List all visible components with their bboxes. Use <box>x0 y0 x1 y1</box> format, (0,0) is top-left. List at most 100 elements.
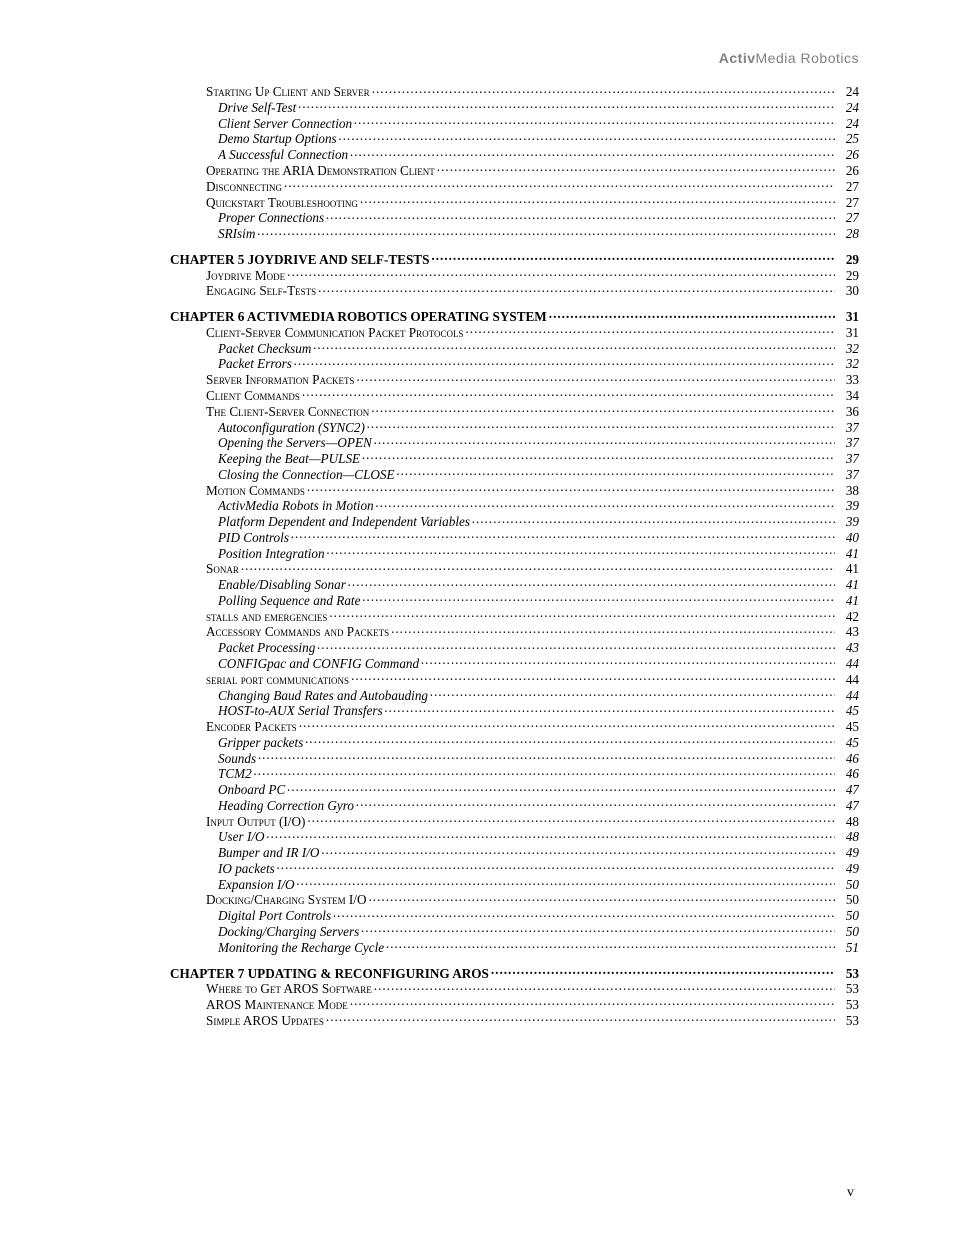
toc-page-number: 50 <box>837 892 859 908</box>
toc-label: CHAPTER 5 JOYDRIVE AND SELF-TESTS <box>170 252 429 268</box>
toc-leader-dots <box>431 251 835 264</box>
toc-page-number: 53 <box>837 1013 859 1029</box>
toc-label: Accessory Commands and Packets <box>206 624 389 640</box>
toc-page-number: 32 <box>837 356 859 372</box>
toc-row: Position Integration41 <box>218 544 859 561</box>
toc-label: Sonar <box>206 561 239 577</box>
toc-label: Digital Port Controls <box>218 908 331 924</box>
toc-leader-dots <box>465 324 835 337</box>
toc-label: Changing Baud Rates and Autobauding <box>218 688 428 704</box>
toc-row: Keeping the Beat—PULSE37 <box>218 450 859 467</box>
toc-page-number: 44 <box>837 656 859 672</box>
toc-leader-dots <box>362 450 835 463</box>
toc-leader-dots <box>376 497 835 510</box>
toc-row: Operating the ARIA Demonstration Client2… <box>206 162 859 179</box>
toc-page-number: 33 <box>837 372 859 388</box>
toc-row: Simple AROS Updates53 <box>206 1012 859 1029</box>
toc-label: Drive Self-Test <box>218 100 296 116</box>
toc-row: Polling Sequence and Rate41 <box>218 592 859 609</box>
toc-leader-dots <box>318 282 835 295</box>
toc-label: PID Controls <box>218 530 289 546</box>
toc-page-number: 27 <box>837 210 859 226</box>
toc-row: Packet Errors32 <box>218 355 859 372</box>
toc-label: SRIsim <box>218 226 255 242</box>
toc-label: Motion Commands <box>206 483 305 499</box>
toc-leader-dots <box>298 99 835 112</box>
toc-leader-dots <box>361 923 835 936</box>
toc-leader-dots <box>549 308 835 321</box>
toc-leader-dots <box>397 466 835 479</box>
toc-row: TCM246 <box>218 765 859 782</box>
toc-page-number: 41 <box>837 561 859 577</box>
toc-row: PID Controls40 <box>218 529 859 546</box>
toc-label: Opening the Servers—OPEN <box>218 435 372 451</box>
toc-label: Onboard PC <box>218 782 285 798</box>
document-page: ActivMedia Robotics Starting Up Client a… <box>0 0 954 1235</box>
toc-leader-dots <box>367 418 835 431</box>
toc-row: Bumper and IR I/O49 <box>218 844 859 861</box>
toc-row: stalls and emergencies42 <box>206 608 859 625</box>
toc-label: Encoder Packets <box>206 719 297 735</box>
toc-row: The Client-Server Connection36 <box>206 403 859 420</box>
toc-row: Where to Get AROS Software53 <box>206 980 859 997</box>
toc-leader-dots <box>386 939 835 952</box>
toc-page-number: 48 <box>837 814 859 830</box>
toc-page-number: 28 <box>837 226 859 242</box>
toc-leader-dots <box>307 481 835 494</box>
toc-page-number: 44 <box>837 672 859 688</box>
toc-label: The Client-Server Connection <box>206 404 369 420</box>
toc-label: Server Information Packets <box>206 372 354 388</box>
toc-page-number: 24 <box>837 84 859 100</box>
toc-leader-dots <box>362 592 835 605</box>
toc-label: CHAPTER 6 ACTIVMEDIA ROBOTICS OPERATING … <box>170 309 547 325</box>
toc-row: Quickstart Troubleshooting27 <box>206 193 859 210</box>
toc-label: Docking/Charging System I/O <box>206 892 367 908</box>
toc-leader-dots <box>294 355 835 368</box>
toc-page-number: 49 <box>837 845 859 861</box>
toc-label: Autoconfiguration (SYNC2) <box>218 420 365 436</box>
page-header: ActivMedia Robotics <box>110 50 859 66</box>
toc-page-number: 24 <box>837 100 859 116</box>
toc-page-number: 24 <box>837 116 859 132</box>
toc-leader-dots <box>333 907 835 920</box>
toc-page-number: 39 <box>837 498 859 514</box>
toc-leader-dots <box>287 266 835 279</box>
toc-leader-dots <box>305 734 835 747</box>
toc-row: Client Commands34 <box>206 387 859 404</box>
toc-row: IO packets49 <box>218 860 859 877</box>
toc-row: CHAPTER 7 UPDATING & RECONFIGURING AROS5… <box>170 964 859 981</box>
toc-row: Onboard PC47 <box>218 781 859 798</box>
toc-row: Disconnecting 27 <box>206 178 859 195</box>
toc-page-number: 30 <box>837 283 859 299</box>
toc-label: Input Output (I/O) <box>206 814 305 830</box>
toc-label: Proper Connections <box>218 210 324 226</box>
toc-page-number: 37 <box>837 467 859 483</box>
toc-page-number: 29 <box>837 268 859 284</box>
toc-row: Enable/Disabling Sonar41 <box>218 576 859 593</box>
toc-row: Client Server Connection24 <box>218 115 859 132</box>
toc-leader-dots <box>299 718 835 731</box>
toc-page-number: 31 <box>837 309 859 325</box>
toc-label: Starting Up Client and Server <box>206 84 370 100</box>
toc-row: CHAPTER 6 ACTIVMEDIA ROBOTICS OPERATING … <box>170 308 859 325</box>
toc-page-number: 27 <box>837 179 859 195</box>
toc-leader-dots <box>277 860 835 873</box>
toc-row: Platform Dependent and Independent Varia… <box>218 513 859 530</box>
toc-row: Digital Port Controls50 <box>218 907 859 924</box>
toc-row: ActivMedia Robots in Motion39 <box>218 497 859 514</box>
toc-leader-dots <box>374 434 835 447</box>
toc-label: Polling Sequence and Rate <box>218 593 360 609</box>
toc-label: A Successful Connection <box>218 147 348 163</box>
toc-label: Monitoring the Recharge Cycle <box>218 940 384 956</box>
toc-row: Packet Checksum32 <box>218 339 859 356</box>
toc-label: Docking/Charging Servers <box>218 924 359 940</box>
toc-row: Expansion I/O50 <box>218 876 859 893</box>
toc-label: Disconnecting <box>206 179 282 195</box>
toc-leader-dots <box>307 812 835 825</box>
toc-row: CHAPTER 5 JOYDRIVE AND SELF-TESTS29 <box>170 251 859 268</box>
toc-page-number: 50 <box>837 924 859 940</box>
toc-leader-dots <box>241 560 835 573</box>
toc-page-number: 25 <box>837 131 859 147</box>
toc-label: Heading Correction Gyro <box>218 798 354 814</box>
toc-leader-dots <box>326 1012 835 1025</box>
